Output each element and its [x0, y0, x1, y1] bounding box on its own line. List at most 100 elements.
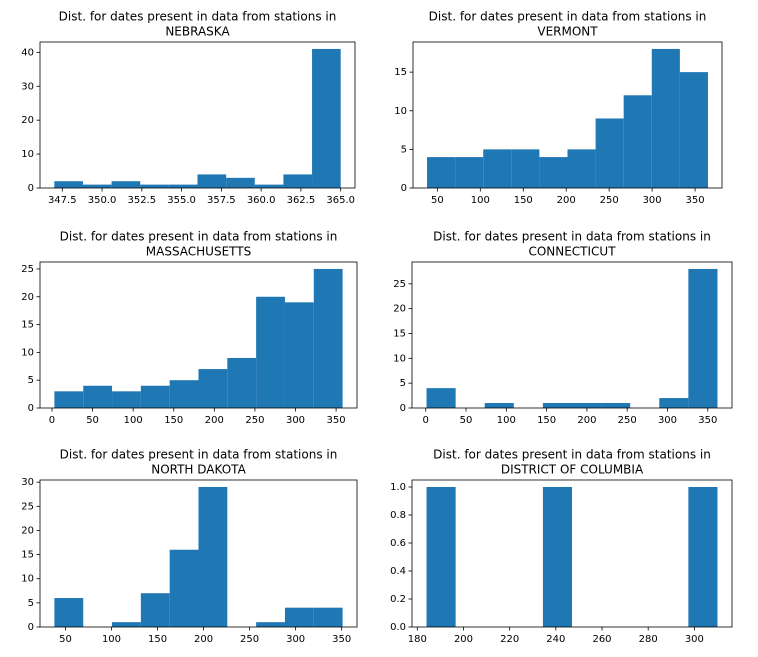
- y-tick-label: 10: [394, 106, 407, 117]
- bar: [140, 593, 170, 627]
- x-tick-label: 350: [327, 415, 346, 426]
- x-tick-label: 50: [460, 415, 473, 426]
- y-tick-label: 25: [393, 279, 406, 290]
- y-tick-label: 15: [21, 320, 34, 331]
- y-tick-label: 15: [21, 550, 34, 561]
- x-tick-label: 200: [557, 195, 576, 206]
- y-tick-label: 0: [400, 403, 406, 414]
- x-tick-label: 360.0: [247, 195, 276, 206]
- x-tick-label: 200: [577, 415, 596, 426]
- y-tick-label: 30: [21, 81, 34, 92]
- y-tick-label: 0.0: [390, 622, 406, 633]
- bar: [256, 296, 285, 408]
- bar: [54, 598, 84, 627]
- x-tick-label: 280: [639, 634, 658, 645]
- subplot: Dist. for dates present in data from sta…: [21, 230, 358, 426]
- x-tick-label: 0: [49, 415, 55, 426]
- x-tick-label: 200: [194, 634, 213, 645]
- subplot: Dist. for dates present in data from sta…: [393, 230, 733, 426]
- bar: [254, 184, 284, 188]
- bar: [197, 174, 227, 188]
- bar: [572, 403, 602, 408]
- bar: [112, 391, 141, 408]
- x-tick-label: 150: [148, 634, 167, 645]
- axes-frame: [39, 41, 356, 189]
- y-tick-label: 0: [28, 183, 34, 194]
- x-tick-label: 100: [497, 415, 516, 426]
- y-tick-label: 25: [21, 501, 34, 512]
- bar: [284, 302, 314, 408]
- chart-title: VERMONT: [537, 25, 598, 39]
- y-tick-label: 0: [28, 403, 34, 414]
- bar: [83, 385, 113, 408]
- bar: [312, 48, 341, 189]
- y-tick-label: 15: [393, 329, 406, 340]
- bar: [54, 181, 83, 188]
- axes-frame: [39, 479, 358, 628]
- chart-title: CONNECTICUT: [528, 245, 616, 259]
- y-tick-label: 0.4: [390, 566, 406, 577]
- chart-title: Dist. for dates present in data from sta…: [429, 10, 707, 24]
- x-tick-label: 250: [618, 415, 637, 426]
- x-tick-label: 347.5: [48, 195, 77, 206]
- bar: [112, 622, 141, 627]
- x-tick-label: 200: [205, 415, 224, 426]
- bar: [567, 149, 596, 188]
- bar: [455, 157, 484, 188]
- subplot: Dist. for dates present in data from sta…: [21, 10, 356, 206]
- x-tick-label: 300: [685, 634, 704, 645]
- chart-title: Dist. for dates present in data from sta…: [60, 230, 338, 244]
- bar: [168, 184, 198, 188]
- bar: [283, 174, 313, 188]
- y-tick-label: 30: [21, 477, 34, 488]
- bar: [111, 181, 141, 188]
- x-tick-label: 300: [286, 415, 305, 426]
- bar: [511, 149, 540, 188]
- x-tick-label: 300: [643, 195, 662, 206]
- x-tick-label: 0: [423, 415, 429, 426]
- bar: [198, 487, 228, 627]
- y-tick-label: 20: [21, 115, 34, 126]
- x-tick-label: 250: [245, 415, 264, 426]
- bar: [427, 157, 456, 188]
- x-tick-label: 180: [408, 634, 427, 645]
- bar: [595, 118, 624, 188]
- x-tick-label: 100: [124, 415, 143, 426]
- x-tick-label: 300: [658, 415, 677, 426]
- bar: [688, 268, 718, 408]
- x-tick-label: 350: [698, 415, 717, 426]
- chart-title: Dist. for dates present in data from sta…: [59, 10, 337, 24]
- bar: [140, 184, 169, 188]
- axes-frame: [412, 41, 723, 189]
- bar: [688, 487, 718, 627]
- x-tick-label: 300: [286, 634, 305, 645]
- bar: [623, 95, 652, 188]
- y-tick-label: 15: [394, 67, 407, 78]
- y-tick-label: 5: [401, 144, 407, 155]
- chart-title: DISTRICT OF COLUMBIA: [501, 463, 644, 477]
- x-tick-label: 350: [686, 195, 705, 206]
- y-tick-label: 0.2: [390, 594, 406, 605]
- bar: [484, 403, 514, 408]
- x-tick-label: 355.0: [167, 195, 196, 206]
- chart-title: Dist. for dates present in data from sta…: [433, 230, 711, 244]
- x-tick-label: 362.5: [287, 195, 316, 206]
- x-tick-label: 100: [102, 634, 121, 645]
- y-tick-label: 1.0: [390, 482, 406, 493]
- y-tick-label: 10: [21, 347, 34, 358]
- x-tick-label: 260: [592, 634, 611, 645]
- x-tick-label: 50: [59, 634, 72, 645]
- x-tick-label: 150: [514, 195, 533, 206]
- x-tick-label: 365.0: [326, 195, 355, 206]
- y-tick-label: 25: [21, 264, 34, 275]
- x-tick-label: 352.5: [127, 195, 156, 206]
- y-tick-label: 0.6: [390, 538, 406, 549]
- y-tick-label: 20: [21, 292, 34, 303]
- bar: [82, 184, 112, 188]
- bar: [542, 403, 572, 408]
- subplot: Dist. for dates present in data from sta…: [21, 448, 358, 645]
- bar: [659, 398, 689, 408]
- x-tick-label: 240: [546, 634, 565, 645]
- bar: [313, 268, 343, 408]
